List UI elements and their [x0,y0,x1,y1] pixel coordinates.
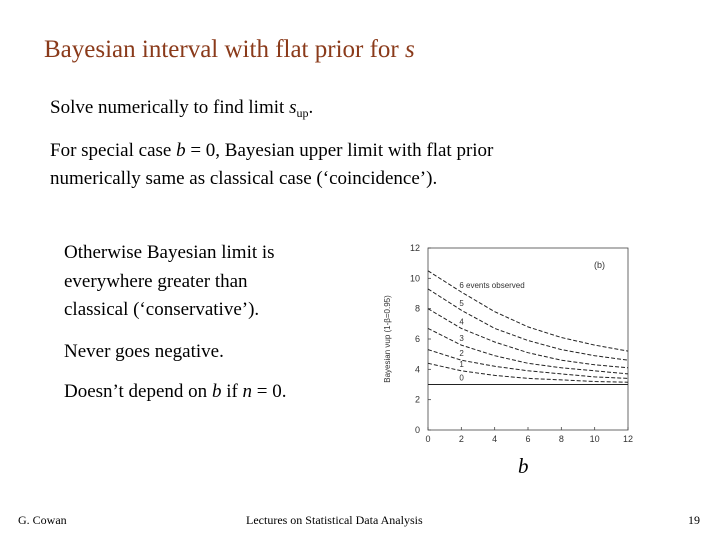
line-special-case: For special case b = 0, Bayesian upper l… [50,138,493,163]
series-label-4: 4 [459,317,464,326]
footer-page: 19 [688,513,700,527]
panel-label: (b) [594,260,605,270]
y-tick-label: 12 [410,243,420,253]
footer-course: Lectures on Statistical Data Analysis [246,513,423,527]
b-axis-label: b [518,454,529,478]
y-tick-label: 8 [415,304,420,314]
series-line-6 [427,270,629,352]
footer-author: G. Cowan [18,513,67,527]
doesnt-n: n [242,381,253,402]
line-solve-var: s [289,97,297,118]
otherwise-line-2: everywhere greater than [64,271,248,292]
doesnt-post: = 0. [252,381,287,402]
doesnt-depend: Doesn’t depend on b if n = 0. [64,379,287,404]
y-tick-label: 4 [415,364,420,374]
x-tick-label: 12 [623,434,633,444]
y-tick-label: 10 [410,273,420,283]
series-label-0: 0 [459,374,464,383]
y-axis-label: Bayesian νup (1-β=0.95) [383,295,392,383]
x-tick-label: 6 [525,434,530,444]
series-line-3 [427,327,629,375]
doesnt-text: Doesn’t depend on [64,381,212,402]
doesnt-mid: if [221,381,243,402]
never-negative: Never goes negative. [64,341,224,362]
series-line-1 [427,362,629,383]
series-line-2 [427,349,629,379]
special-case-text: For special case [50,140,177,161]
otherwise-line-3: classical (‘conservative’). [64,299,260,320]
x-tick-label: 10 [590,434,600,444]
series-label-1: 1 [459,360,464,369]
x-tick-label: 8 [559,434,564,444]
slide-title: Bayesian interval with flat prior for s [44,36,415,64]
y-tick-label: 0 [415,425,420,435]
series-label-6-annotation: 6 events observed [459,281,524,290]
series-line-4 [427,308,629,369]
title-variable: s [405,36,415,63]
x-tick-label: 4 [492,434,497,444]
bayesian-limit-plot: 0 2 4 6 8 10 12 0 2 4 6 8 10 12 Bayesian νup (1-β=0.95… [372,236,644,452]
plot-frame [427,247,629,431]
x-tick-label: 0 [425,434,430,444]
line-solve-post: . [308,97,314,118]
line-solve-sub: up [296,106,309,120]
y-tick-label: 2 [415,395,420,405]
series-label-5: 5 [459,299,464,308]
doesnt-b: b [211,381,222,402]
otherwise-line-1: Otherwise Bayesian limit is [64,242,275,263]
x-tick-label: 2 [459,434,464,444]
series-label-2: 2 [459,349,464,358]
title-text: Bayesian interval with flat prior for [44,36,405,63]
series-line-5 [427,288,629,361]
line-solve: Solve numerically to find limit sup. [50,95,313,126]
line-coincidence: numerically same as classical case (‘coi… [50,168,438,189]
line-solve-text: Solve numerically to find limit [50,97,290,118]
special-case-var: b [176,140,186,161]
special-case-post: = 0, Bayesian upper limit with flat prio… [185,140,494,161]
y-tick-label: 6 [415,334,420,344]
series-label-3: 3 [459,334,464,343]
